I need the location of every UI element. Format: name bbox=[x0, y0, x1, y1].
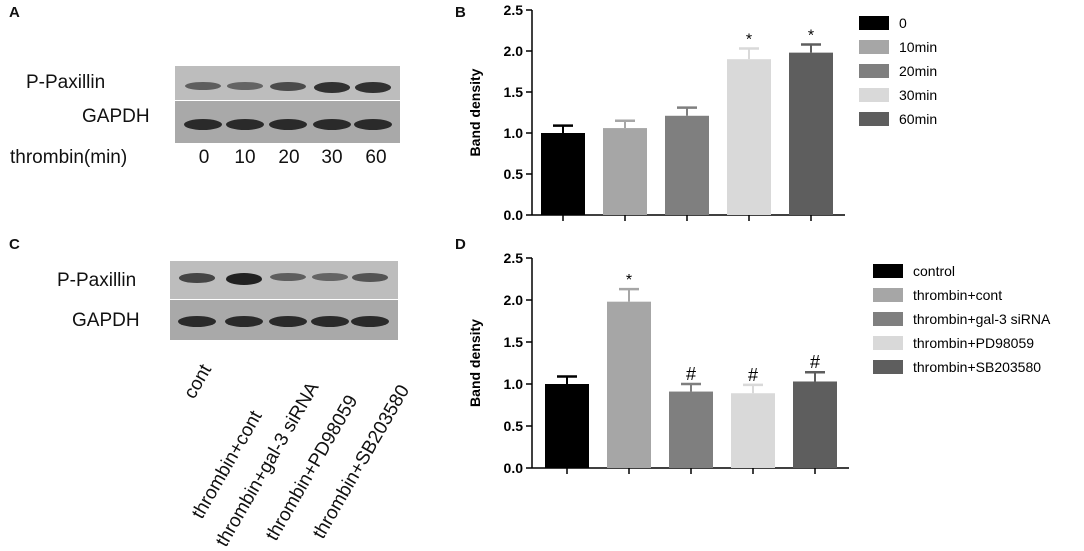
chart-d-significance-mark: # bbox=[810, 352, 820, 372]
chart-d-y-tick-label: 1.5 bbox=[504, 334, 524, 350]
chart-d-legend-label: thrombin+PD98059 bbox=[913, 335, 1034, 351]
chart-d-significance-mark: * bbox=[626, 272, 632, 289]
panel-a-bottom-band-label: GAPDH bbox=[82, 106, 150, 127]
chart-b-legend-label: 30min bbox=[899, 87, 937, 103]
chart-d-y-tick-label: 2.0 bbox=[504, 292, 524, 308]
blot-band-top bbox=[226, 273, 262, 285]
blot-band-bottom bbox=[184, 119, 222, 130]
chart-b-y-tick-label: 1.0 bbox=[504, 125, 524, 141]
chart-d-bar bbox=[669, 391, 713, 468]
chart-d-legend-swatch bbox=[873, 336, 903, 350]
panel-a-lane-label: 60 bbox=[365, 147, 387, 168]
chart-b-bar bbox=[665, 115, 709, 215]
chart-b-y-tick-label: 1.5 bbox=[504, 84, 524, 100]
chart-b-y-tick-label: 2.0 bbox=[504, 43, 524, 59]
chart-d-bar bbox=[793, 381, 837, 468]
chart-b-y-tick-label: 0.0 bbox=[504, 207, 524, 223]
blot-band-bottom bbox=[313, 119, 351, 130]
blot-band-top bbox=[352, 273, 388, 282]
chart-b-significance-mark: * bbox=[746, 32, 752, 49]
chart-b-legend-label: 10min bbox=[899, 39, 937, 55]
blot-band-bottom bbox=[225, 316, 263, 327]
panel-c-top-band-label: P-Paxillin bbox=[57, 270, 137, 291]
chart-b-legend-swatch bbox=[859, 64, 889, 78]
chart-b-y-tick-label: 0.5 bbox=[504, 166, 524, 182]
blot-band-top bbox=[227, 82, 263, 90]
chart-d-legend-label: thrombin+SB203580 bbox=[913, 359, 1041, 375]
panel-a-lane-label: 30 bbox=[321, 147, 343, 168]
chart-b-legend-swatch bbox=[859, 16, 889, 30]
blot-band-bottom bbox=[269, 316, 307, 327]
panel-a-lane-label: 10 bbox=[234, 147, 256, 168]
panel-c-letter: C bbox=[9, 236, 20, 253]
chart-d-bar bbox=[731, 393, 775, 468]
panel-c-bottom-band-label: GAPDH bbox=[72, 310, 140, 331]
chart-b-legend-label: 0 bbox=[899, 15, 907, 31]
chart-d-legend-swatch bbox=[873, 288, 903, 302]
panel-a-letter: A bbox=[9, 4, 20, 21]
chart-d-legend-label: control bbox=[913, 263, 955, 279]
chart-d-significance-mark: # bbox=[748, 365, 758, 385]
chart-b-bar bbox=[727, 59, 771, 216]
panel-a-lane-label: 0 bbox=[198, 147, 210, 168]
blot-band-bottom bbox=[351, 316, 389, 327]
panel-d-letter: D bbox=[455, 236, 466, 253]
blot-band-bottom bbox=[354, 119, 392, 130]
chart-b-bar bbox=[789, 52, 833, 215]
chart-d-y-tick-label: 0.0 bbox=[504, 460, 524, 476]
chart-b-bar bbox=[603, 128, 647, 215]
panel-a-top-band-label: P-Paxillin bbox=[26, 72, 106, 93]
chart-b-legend-swatch bbox=[859, 112, 889, 126]
blot-band-top bbox=[312, 273, 348, 281]
chart-d-bar bbox=[607, 301, 651, 468]
chart-b-y-label: Band density bbox=[467, 68, 483, 156]
blot-band-top bbox=[355, 82, 391, 93]
chart-b-legend-swatch bbox=[859, 40, 889, 54]
chart-d-legend-swatch bbox=[873, 312, 903, 326]
chart-d-y-label: Band density bbox=[467, 319, 483, 407]
chart-d-legend-swatch bbox=[873, 360, 903, 374]
chart-d-significance-mark: # bbox=[686, 364, 696, 384]
chart-d-y-tick-label: 1.0 bbox=[504, 376, 524, 392]
chart-d-bar bbox=[545, 384, 589, 468]
blot-band-bottom bbox=[226, 119, 264, 130]
chart-b-bar bbox=[541, 133, 585, 215]
chart-b-significance-mark: * bbox=[808, 27, 814, 44]
chart-d-y-tick-label: 0.5 bbox=[504, 418, 524, 434]
chart-d-legend-label: thrombin+cont bbox=[913, 287, 1002, 303]
blot-band-top bbox=[270, 273, 306, 282]
blot-band-bottom bbox=[269, 119, 307, 130]
chart-b-legend-label: 60min bbox=[899, 111, 937, 127]
blot-band-top bbox=[179, 273, 215, 283]
blot-band-bottom bbox=[178, 316, 216, 327]
panel-b-letter: B bbox=[455, 4, 466, 21]
chart-d-legend-label: thrombin+gal-3 siRNA bbox=[913, 311, 1051, 327]
panel-a-lane-label: 20 bbox=[278, 147, 300, 168]
panel-a-axis-label: thrombin(min) bbox=[10, 147, 128, 168]
blot-band-top bbox=[185, 82, 221, 91]
chart-b-y-tick-label: 2.5 bbox=[504, 2, 524, 18]
chart-d-legend-swatch bbox=[873, 264, 903, 278]
blot-band-top bbox=[314, 82, 350, 93]
chart-b-legend-swatch bbox=[859, 88, 889, 102]
blot-band-top bbox=[270, 82, 306, 92]
chart-d-y-tick-label: 2.5 bbox=[504, 250, 524, 266]
blot-band-bottom bbox=[311, 316, 349, 327]
chart-b-legend-label: 20min bbox=[899, 63, 937, 79]
